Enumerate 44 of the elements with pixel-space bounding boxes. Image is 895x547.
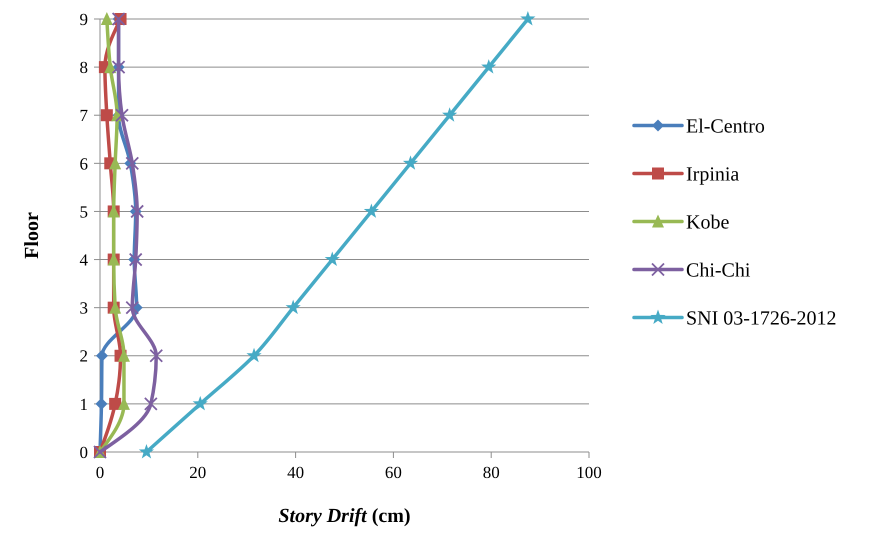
- y-tick-label: 0: [80, 442, 88, 462]
- point: [109, 398, 122, 410]
- x-tick-label: 60: [384, 463, 402, 482]
- point: [442, 107, 458, 122]
- point: [125, 156, 140, 170]
- point: [481, 59, 496, 74]
- point: [364, 203, 380, 218]
- point: [130, 204, 144, 218]
- point: [149, 348, 164, 363]
- legend-label: Kobe: [686, 212, 730, 234]
- point: [138, 444, 154, 458]
- point: [125, 300, 140, 315]
- x-tick-label: 80: [482, 463, 500, 482]
- y-tick-label: 9: [80, 10, 88, 29]
- y-tick-label: 6: [80, 154, 88, 174]
- point: [402, 155, 418, 170]
- point: [324, 252, 340, 266]
- y-tick-label: 2: [80, 346, 88, 366]
- point: [115, 108, 129, 122]
- point: [100, 12, 113, 25]
- x-tick-label: 20: [189, 463, 206, 482]
- y-tick-label: 3: [80, 298, 88, 318]
- y-tick-label: 4: [80, 250, 88, 270]
- legend-label: El-Centro: [686, 116, 765, 138]
- point: [100, 109, 113, 122]
- point: [520, 11, 536, 26]
- legend-label: Irpinia: [686, 164, 740, 186]
- y-tick-label: 5: [80, 202, 88, 222]
- point: [286, 300, 301, 314]
- x-tick-label: 0: [96, 463, 104, 482]
- point: [96, 350, 108, 362]
- y-tick-label: 1: [80, 394, 88, 414]
- point: [128, 252, 143, 266]
- legend-label: SNI 03-1726-2012: [686, 308, 837, 330]
- legend-label: Chi-Chi: [686, 260, 751, 282]
- y-tick-label: 8: [80, 58, 88, 78]
- point: [144, 396, 158, 411]
- x-axis-title: Story Drift (cm): [278, 505, 411, 527]
- point: [192, 396, 208, 410]
- y-tick-label: 7: [80, 106, 88, 126]
- x-tick-label: 40: [287, 463, 304, 482]
- x-tick-label: 100: [576, 463, 602, 482]
- point: [246, 348, 262, 362]
- y-axis-title: Floor: [21, 212, 43, 259]
